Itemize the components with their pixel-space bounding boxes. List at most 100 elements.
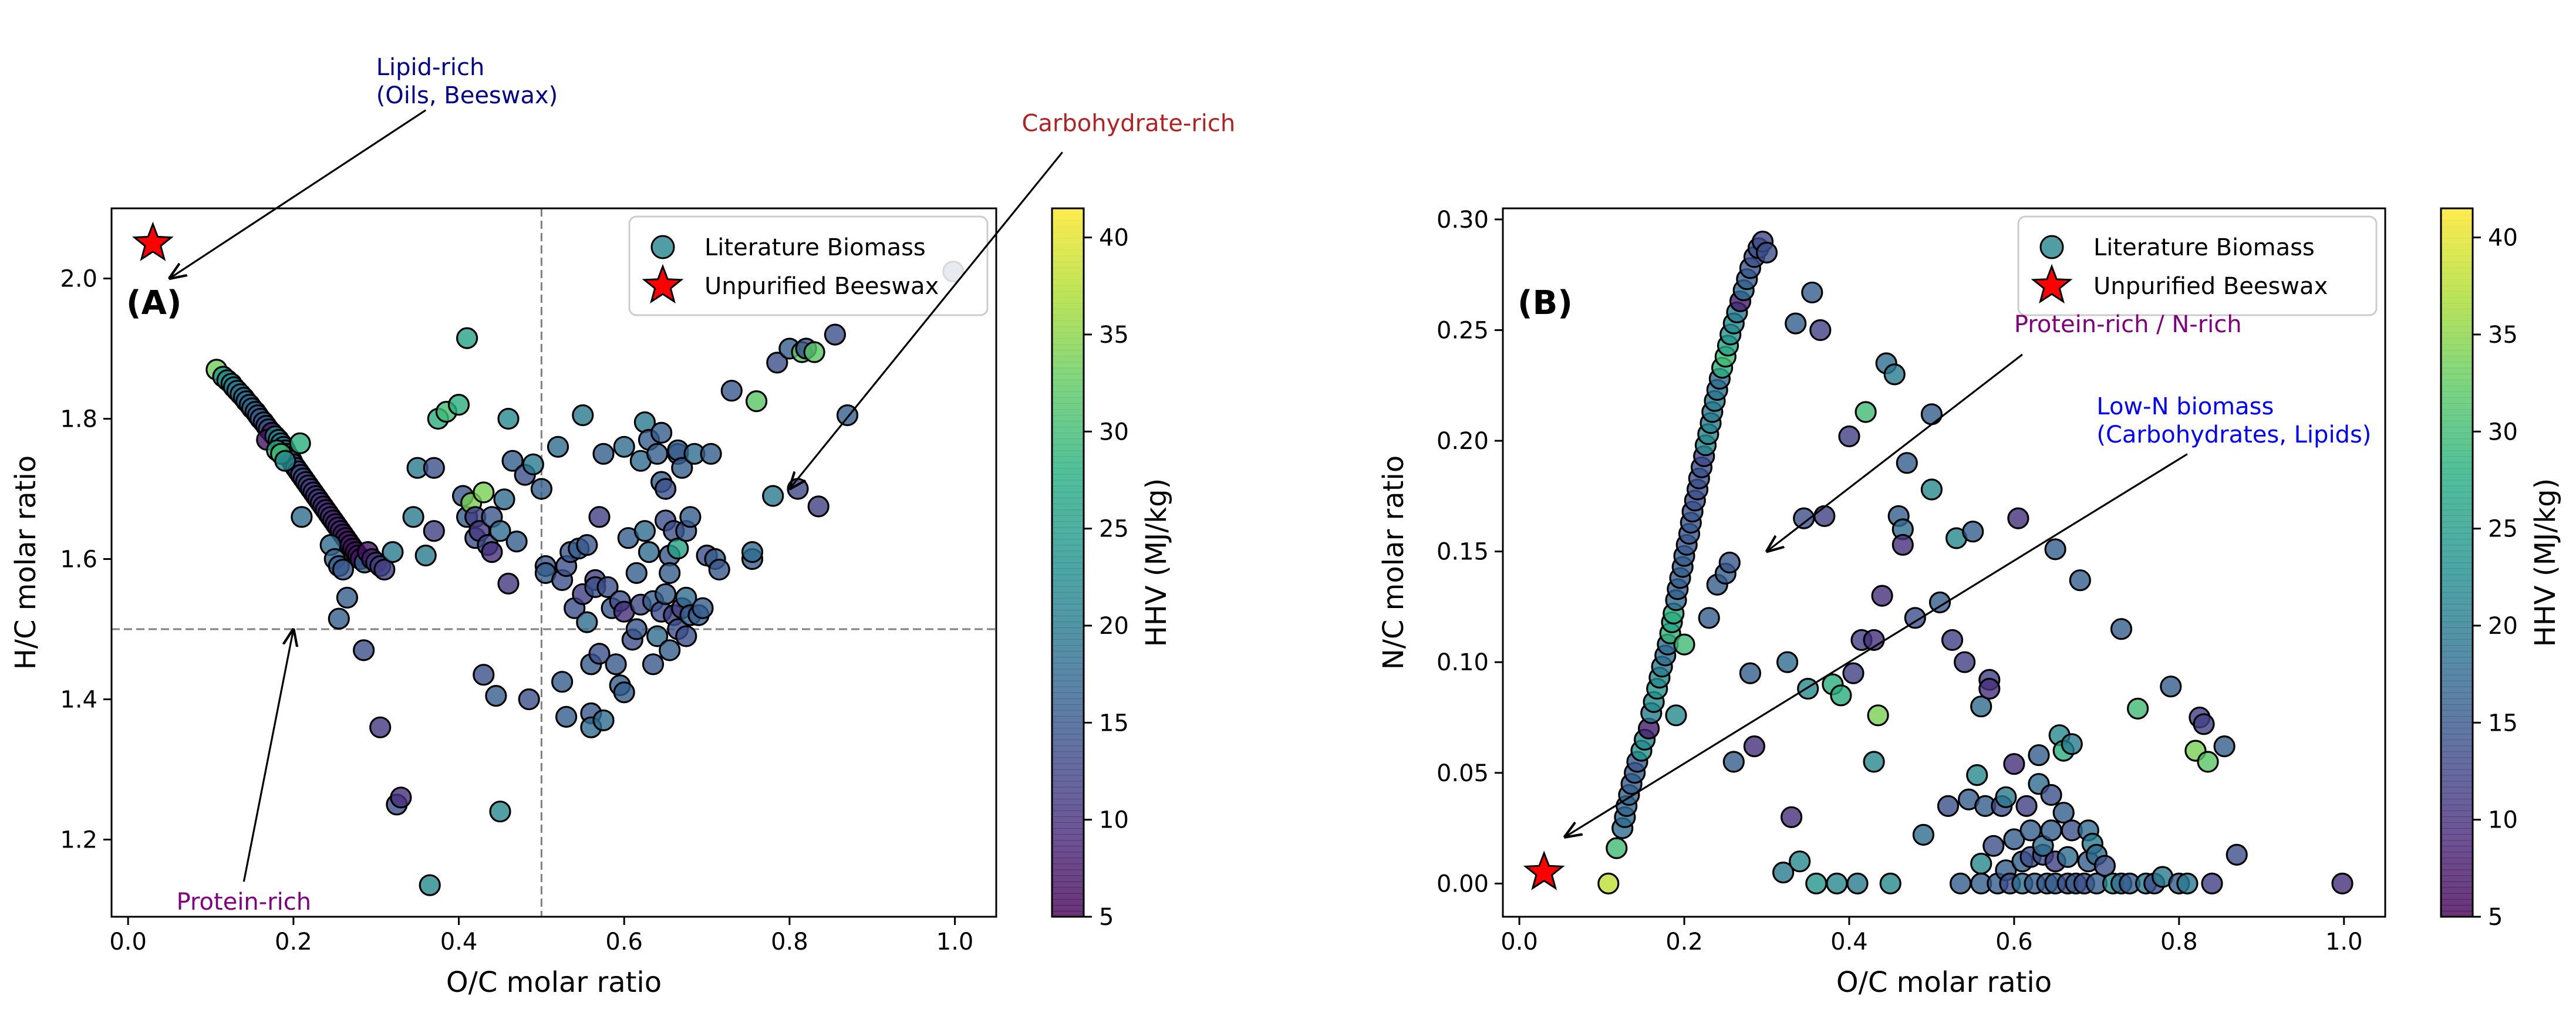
data-point <box>2226 843 2248 866</box>
colorbar-segment <box>1052 592 1084 599</box>
colorbar-segment <box>1052 680 1084 687</box>
colorbar-segment <box>2441 639 2473 646</box>
legend-label-beeswax: Unpurified Beeswax <box>704 273 939 300</box>
colorbar-segment <box>1052 249 1084 256</box>
data-point <box>1879 872 1901 895</box>
data-point <box>1928 591 1951 614</box>
data-point <box>555 705 578 728</box>
y-tick-label: 2.0 <box>60 266 97 293</box>
data-point <box>675 625 697 647</box>
data-point <box>1863 751 1885 773</box>
plot-frame <box>1502 207 2386 918</box>
y-tick-label: 0.05 <box>1437 760 1489 787</box>
colorbar-segment <box>2441 792 2473 799</box>
data-point <box>659 562 681 585</box>
y-tick-label: 1.8 <box>60 406 97 433</box>
y-tick-label: 1.4 <box>60 687 97 714</box>
colorbar-tick-label: 40 <box>2488 225 2518 252</box>
colorbar-segment <box>2441 810 2473 817</box>
colorbar-tick-label: 20 <box>1099 613 1129 640</box>
data-point <box>1867 704 1889 727</box>
colorbar-segment <box>1052 373 1084 380</box>
colorbar-segment <box>2441 444 2473 451</box>
colorbar-segment <box>2441 373 2473 380</box>
colorbar-tick-label: 10 <box>1099 807 1129 834</box>
data-point <box>505 530 528 553</box>
colorbar-segment <box>1052 444 1084 451</box>
panel-b-scatter: 0.0 0.2 0.4 0.6 0.8 1.0 0.00 0.05 0.10 0.15 0.20 0.… <box>1377 207 2562 999</box>
colorbar-segment <box>2441 910 2473 917</box>
colorbar-segment <box>2441 574 2473 581</box>
colorbar-tick-label: 35 <box>2488 322 2518 349</box>
colorbar-segment <box>1052 220 1084 227</box>
data-point <box>1830 684 1852 707</box>
y-tick-label: 0.00 <box>1437 870 1489 897</box>
data-point <box>2069 569 2091 592</box>
colorbar-segment <box>2441 485 2473 492</box>
colorbar-segment <box>2441 568 2473 575</box>
data-point <box>2052 802 2075 824</box>
data-point <box>1606 837 1628 859</box>
data-point <box>679 506 702 528</box>
colorbar-segment <box>1052 786 1084 793</box>
legend-label-beeswax: Unpurified Beeswax <box>2093 273 2328 300</box>
colorbar-segment <box>2441 674 2473 681</box>
x-axis-label: O/C molar ratio <box>446 966 662 999</box>
data-point <box>2040 784 2062 806</box>
data-point <box>1855 401 1877 423</box>
legend-box <box>2017 215 2378 316</box>
colorbar-tick-label: 20 <box>2488 613 2518 640</box>
colorbar-segment <box>1052 716 1084 722</box>
data-point <box>1722 751 1745 773</box>
colorbar-segment <box>1052 663 1084 670</box>
colorbar-segment <box>2441 261 2473 268</box>
colorbar-segment <box>1052 291 1084 298</box>
data-point <box>1871 585 1893 607</box>
data-point <box>291 506 313 528</box>
colorbar-segment <box>2441 893 2473 900</box>
data-point <box>638 541 660 563</box>
colorbar-tick-label: 15 <box>2488 710 2518 737</box>
legend: Literature Biomass Unpurified Beeswax <box>2017 215 2378 316</box>
colorbar-segment <box>2441 728 2473 734</box>
data-point <box>373 558 396 581</box>
data-point <box>596 576 619 598</box>
plot-frame <box>110 207 997 918</box>
y-tick-label: 1.6 <box>60 546 97 573</box>
x-tick-label: 0.8 <box>2160 928 2198 955</box>
colorbar-segment <box>2441 757 2473 764</box>
legend-label-literature: Literature Biomass <box>704 234 926 261</box>
colorbar-segment <box>2441 296 2473 303</box>
data-point <box>807 495 830 518</box>
data-points <box>205 261 965 896</box>
colorbar-segment <box>1052 480 1084 487</box>
data-point <box>2197 751 2219 773</box>
colorbar-segment <box>2441 480 2473 487</box>
colorbar-segment <box>2441 497 2473 504</box>
x-axis-label: O/C molar ratio <box>1836 966 2052 999</box>
colorbar-segment <box>2441 828 2473 835</box>
colorbar-segment <box>1052 338 1084 345</box>
colorbar-segment <box>2441 421 2473 427</box>
legend: Literature Biomass Unpurified Beeswax <box>628 215 989 316</box>
colorbar-segment <box>1052 597 1084 605</box>
data-point <box>720 380 743 402</box>
data-point <box>456 327 478 349</box>
colorbar-segment <box>1052 846 1084 853</box>
colorbar-segment <box>1052 379 1084 386</box>
colorbar-segment <box>2441 427 2473 434</box>
data-point <box>2331 872 2354 895</box>
beeswax-star <box>132 221 174 261</box>
colorbar-segment <box>1052 899 1084 906</box>
colorbar-tick-label: 5 <box>2488 904 2503 931</box>
annotation-label: Low-N biomass (Carbohydrates, Lipids) <box>2096 393 2371 448</box>
data-point <box>402 506 424 528</box>
data-point <box>1995 786 2017 808</box>
colorbar-segment <box>1052 574 1084 581</box>
colorbar-segment <box>2441 846 2473 853</box>
data-point <box>522 453 544 475</box>
colorbar-segment <box>1052 385 1084 392</box>
colorbar-segment <box>2441 722 2473 728</box>
colorbar-segment <box>2441 362 2473 369</box>
colorbar-segment <box>2441 539 2473 546</box>
